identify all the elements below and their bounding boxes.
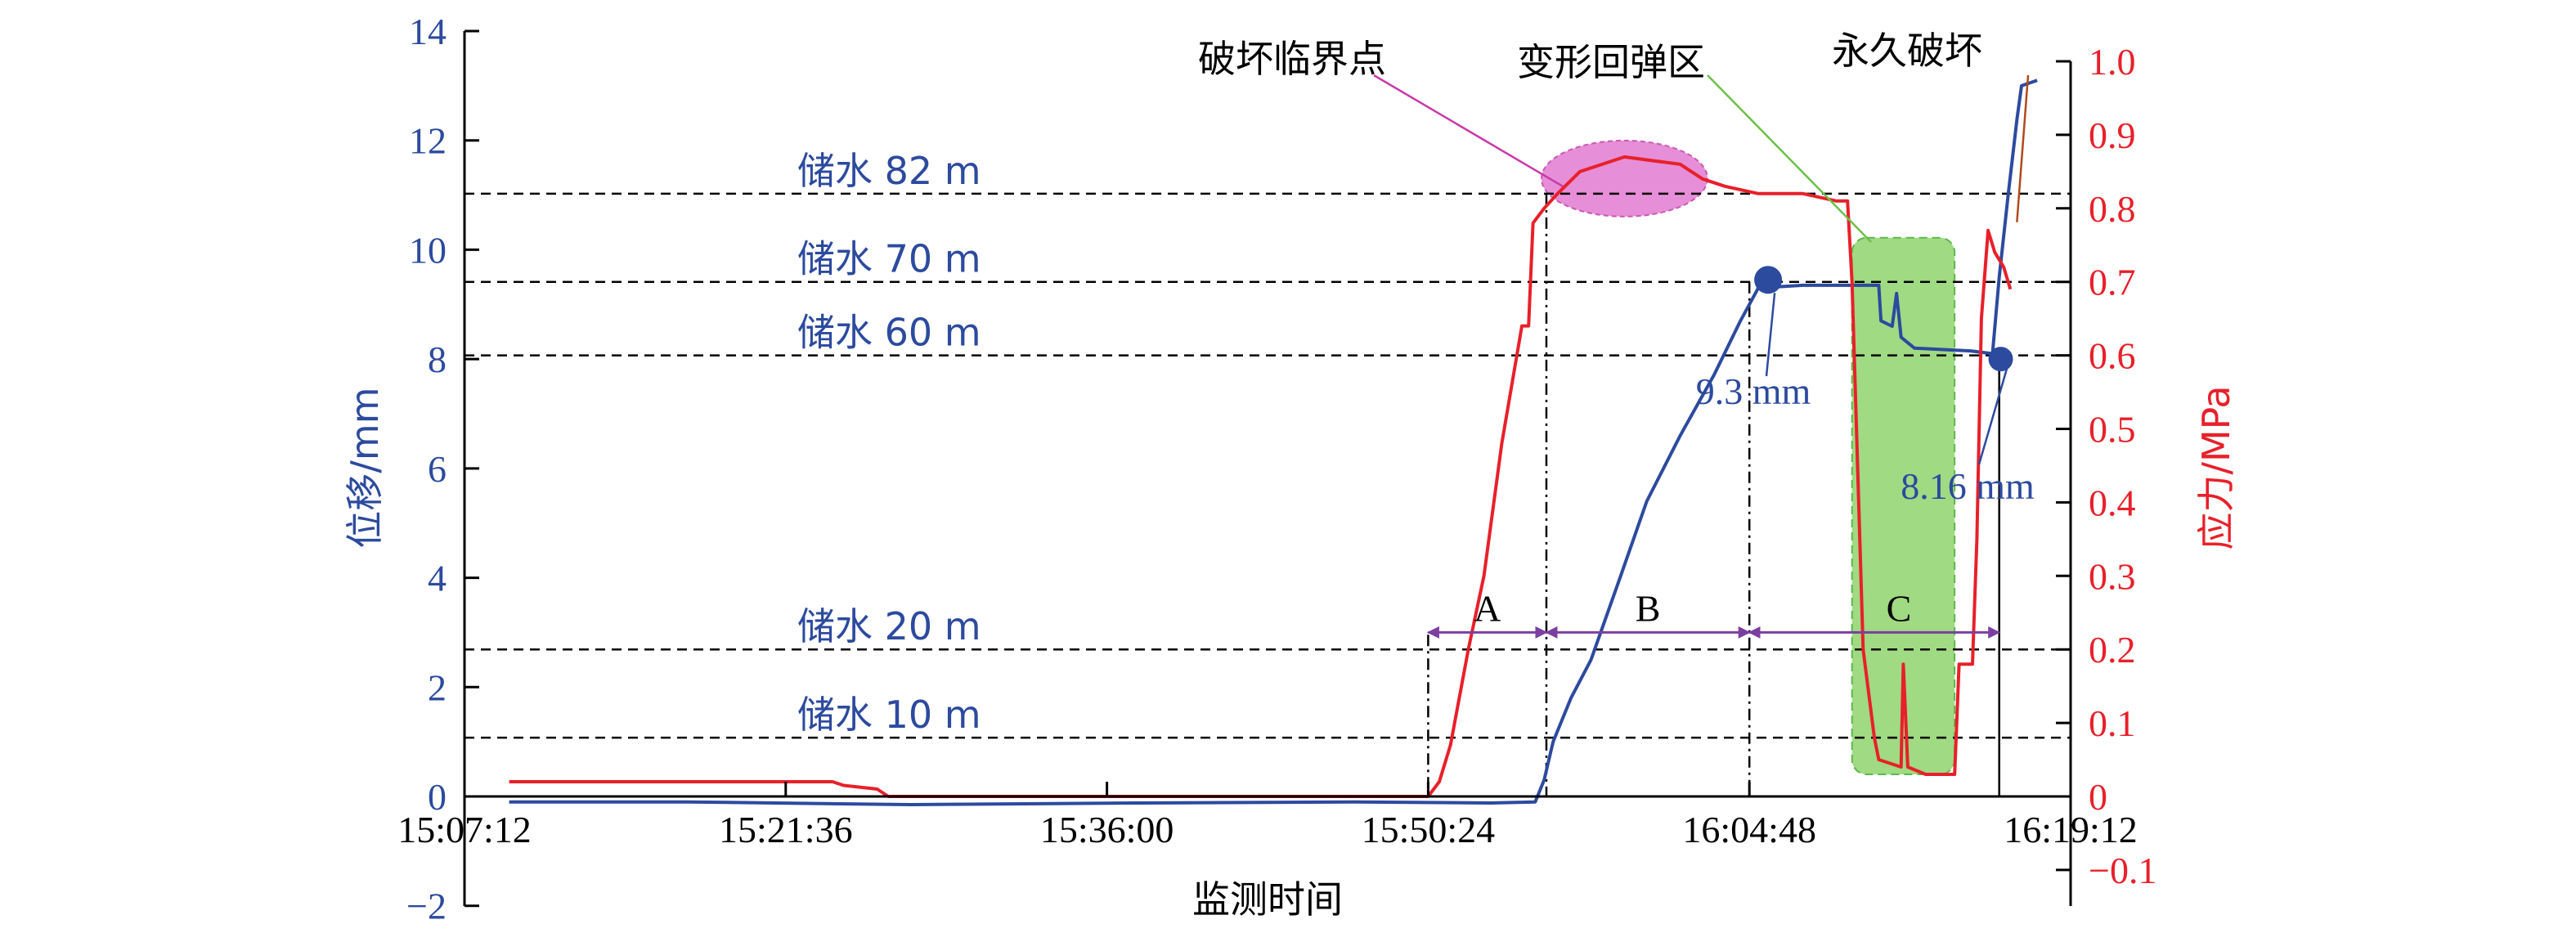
right-y-tick-label: 0.5 — [2089, 409, 2136, 451]
peak-displacement-label: 9.3 mm — [1696, 370, 1811, 412]
x-tick-label: 15:21:36 — [719, 809, 853, 850]
right-y-tick-label: 0 — [2089, 776, 2107, 818]
right-y-tick-label: 0.7 — [2089, 262, 2136, 303]
x-tick-label: 15:07:12 — [397, 809, 532, 850]
permanent-failure-leader — [2016, 74, 2030, 222]
right-y-tick-label: 0.9 — [2089, 114, 2136, 156]
displacement-series-line — [509, 78, 2038, 806]
reference-line-label: 储水 20 m — [797, 604, 981, 648]
left-y-tick-label: 8 — [428, 339, 447, 380]
right-y-tick-label: −0.1 — [2089, 850, 2156, 891]
x-axis-title: 监测时间 — [1192, 877, 1343, 922]
left-y-tick-label: 10 — [409, 229, 447, 271]
reference-line-label: 储水 70 m — [797, 237, 981, 281]
reference-line-label: 储水 82 m — [797, 149, 981, 193]
rebound-zone-label: 变形回弹区 — [1517, 40, 1705, 84]
reference-line-label: 储水 10 m — [797, 693, 981, 737]
rebound-zone — [1851, 236, 1956, 776]
peak-displacement-marker — [1754, 266, 1783, 294]
left-y-tick-label: 12 — [409, 120, 447, 162]
x-tick-label: 15:36:00 — [1040, 809, 1174, 850]
x-tick-label: 16:04:48 — [1682, 809, 1816, 850]
left-y-tick-label: 0 — [428, 776, 447, 818]
x-tick-label: 16:19:12 — [2004, 809, 2138, 850]
critical-point-leader — [1373, 74, 1564, 187]
rebound-zone-leader — [1707, 74, 1872, 243]
left-y-tick-label: −2 — [406, 886, 447, 927]
final-displacement-leader — [1977, 366, 2008, 465]
stress-series-line — [509, 155, 2013, 798]
right-y-tick-label: 0.2 — [2089, 629, 2136, 671]
critical-point-label: 破坏临界点 — [1198, 37, 1386, 81]
left-y-tick-label: 4 — [428, 558, 447, 599]
left-y-tick-label: 14 — [409, 11, 447, 52]
x-tick-label: 15:50:24 — [1362, 809, 1496, 850]
permanent-failure-label: 永久破坏 — [1832, 29, 1982, 73]
right-y-tick-label: 0.8 — [2089, 188, 2136, 230]
right-y-tick-label: 0.4 — [2089, 482, 2136, 523]
right-y-tick-label: 0.3 — [2089, 555, 2136, 597]
left-y-tick-label: 6 — [428, 448, 447, 490]
final-displacement-marker — [1988, 347, 2013, 372]
right-y-tick-label: 0.6 — [2089, 335, 2136, 377]
phase-label: C — [1887, 587, 1912, 629]
phase-label: A — [1474, 587, 1501, 629]
right-y-tick-label: 0.1 — [2089, 702, 2136, 744]
reference-line-label: 储水 60 m — [797, 311, 981, 355]
peak-displacement-leader — [1765, 293, 1776, 377]
left-y-axis-title: 位移/mm — [343, 387, 387, 548]
phase-label: B — [1636, 587, 1661, 629]
critical-point-zone — [1540, 139, 1708, 218]
right-y-tick-label: 1.0 — [2089, 41, 2136, 83]
left-y-tick-label: 2 — [428, 666, 447, 708]
right-y-axis-title: 应力/MPa — [2194, 385, 2238, 550]
final-displacement-label: 8.16 mm — [1901, 465, 2035, 507]
